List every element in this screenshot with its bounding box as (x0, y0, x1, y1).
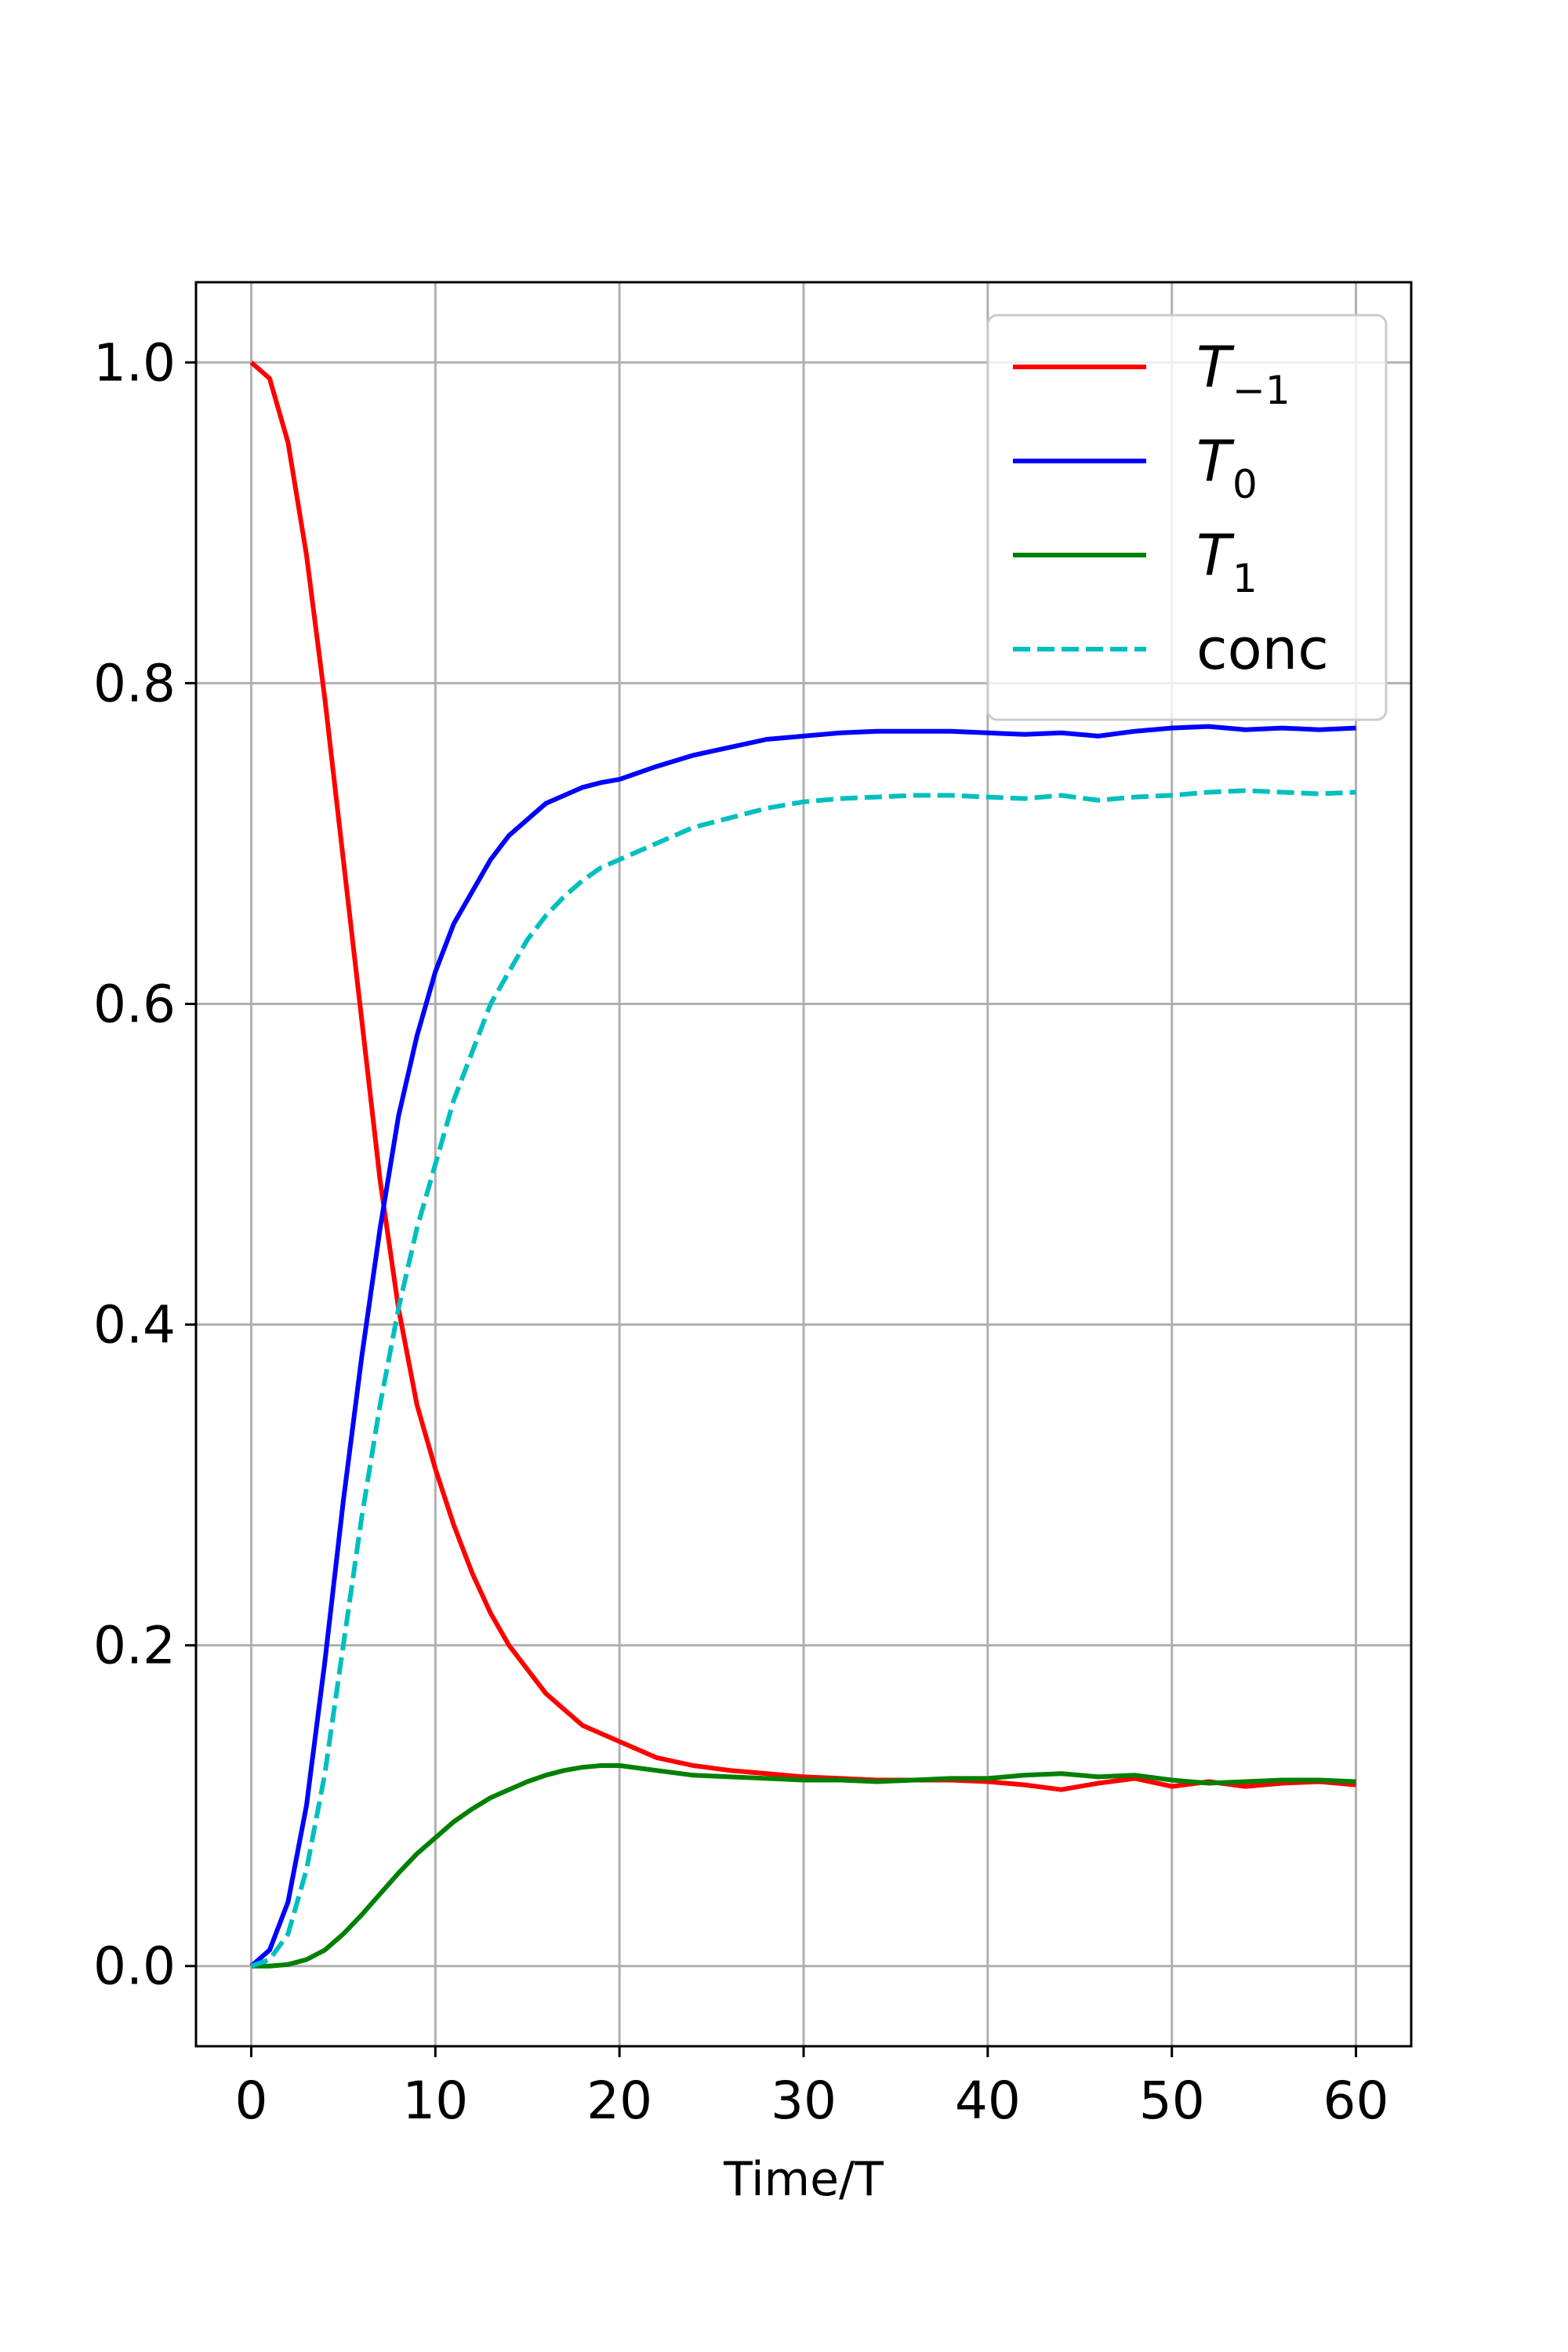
x-axis: 0 10 20 30 40 50 60 (234, 2046, 1389, 2131)
legend-label-main: T (1196, 522, 1235, 588)
series-line-3 (250, 788, 1356, 1969)
y-tick-label: 0.0 (93, 1936, 176, 1997)
y-tick-label: 0.6 (93, 974, 176, 1034)
legend-label-main: conc (1196, 616, 1329, 682)
legend-label-subscript: 0 (1232, 462, 1258, 507)
legend-label-subscript: −1 (1232, 368, 1290, 413)
x-tick-label: 50 (1139, 2071, 1205, 2131)
legend-label-main: T (1196, 334, 1235, 400)
y-tick-label: 0.2 (93, 1616, 176, 1676)
series-line-2 (251, 1763, 1356, 1969)
x-axis-label: Time/T (723, 2152, 884, 2207)
x-tick-label: 60 (1323, 2071, 1389, 2131)
legend-box (986, 314, 1388, 721)
x-tick-label: 0 (234, 2071, 267, 2131)
x-tick-label: 20 (586, 2071, 652, 2131)
legend-label-main: T (1196, 428, 1235, 494)
y-tick-label: 0.8 (93, 653, 176, 713)
series-line-1 (249, 724, 1356, 1968)
legend-label-subscript: 1 (1232, 556, 1258, 601)
series-line-0 (249, 361, 1356, 1792)
x-tick-label: 10 (402, 2071, 468, 2131)
y-tick-label: 0.4 (93, 1295, 176, 1356)
series-layer (249, 361, 1356, 1969)
x-tick-label: 30 (771, 2071, 837, 2131)
legend-label-1: T0 (1196, 428, 1258, 507)
legend-label-3: conc (1196, 616, 1329, 682)
legend-label-2: T1 (1196, 522, 1258, 601)
y-tick-label: 1.0 (93, 332, 176, 393)
legend-label-0: T−1 (1196, 334, 1290, 413)
x-tick-label: 40 (955, 2071, 1021, 2131)
y-axis: 0.0 0.2 0.4 0.6 0.8 1.0 (93, 332, 196, 1997)
